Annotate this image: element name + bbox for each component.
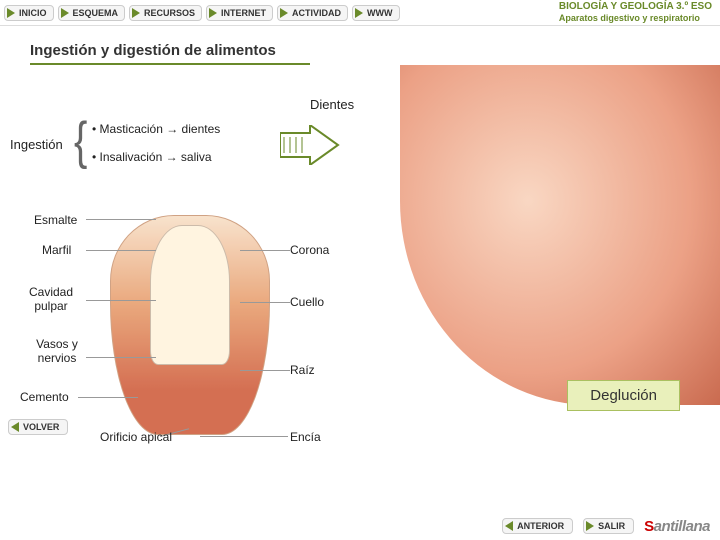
anterior-button[interactable]: ANTERIOR xyxy=(502,518,573,534)
bullet-masticacion: • Masticación → dientes xyxy=(92,122,220,136)
top-nav: INICIO ESQUEMA RECURSOS INTERNET ACTIVID… xyxy=(0,0,720,26)
nav-label: WWW xyxy=(367,8,392,18)
leader-line xyxy=(240,302,290,303)
nav-inicio[interactable]: INICIO xyxy=(4,5,54,21)
leader-line xyxy=(78,397,138,398)
nav-label: INICIO xyxy=(19,8,47,18)
label-corona: Corona xyxy=(290,243,329,257)
content-area: Dientes Ingestión { • Masticación → dien… xyxy=(0,65,720,535)
header-title: BIOLOGÍA Y GEOLOGÍA 3.º ESO Aparatos dig… xyxy=(559,1,720,24)
play-icon xyxy=(132,8,140,18)
play-icon xyxy=(61,8,69,18)
play-icon xyxy=(209,8,217,18)
nav-www[interactable]: WWW xyxy=(352,5,399,21)
bottom-bar: ANTERIOR SALIR Santillana xyxy=(0,512,720,540)
arrow-right-icon xyxy=(586,521,594,531)
deglucion-box: Deglución xyxy=(567,380,680,411)
santillana-logo: Santillana xyxy=(644,518,710,535)
green-arrow-icon xyxy=(280,125,340,165)
tooth-enamel-image xyxy=(150,225,230,365)
label-cemento: Cemento xyxy=(20,390,69,404)
nav-recursos[interactable]: RECURSOS xyxy=(129,5,202,21)
header-line1: BIOLOGÍA Y GEOLOGÍA 3.º ESO xyxy=(559,1,712,13)
nav-esquema[interactable]: ESQUEMA xyxy=(58,5,126,21)
leader-line xyxy=(240,370,290,371)
section-title: Ingestión y digestión de alimentos xyxy=(30,38,310,65)
nav-label: ACTIVIDAD xyxy=(292,8,341,18)
play-icon xyxy=(355,8,363,18)
label-raiz: Raíz xyxy=(290,363,315,377)
salir-label: SALIR xyxy=(598,521,625,531)
leader-line xyxy=(200,436,288,437)
label-encia: Encía xyxy=(290,430,321,444)
nav-label: ESQUEMA xyxy=(73,8,119,18)
volver-button[interactable]: VOLVER xyxy=(8,419,68,435)
label-cuello: Cuello xyxy=(290,295,324,309)
label-cavidad: Cavidad pulpar xyxy=(16,285,86,313)
label-esmalte: Esmalte xyxy=(34,213,77,227)
bullet-insalivacion: • Insalivación → saliva xyxy=(92,150,212,164)
leader-line xyxy=(240,250,290,251)
nav-label: INTERNET xyxy=(221,8,266,18)
label-dientes: Dientes xyxy=(310,97,354,112)
arrow-left-icon xyxy=(505,521,513,531)
label-orificio: Orificio apical xyxy=(100,430,172,444)
brace-icon: { xyxy=(74,112,87,171)
label-vasos: Vasos y nervios xyxy=(22,337,92,365)
label-ingestion: Ingestión xyxy=(10,137,63,152)
nav-actividad[interactable]: ACTIVIDAD xyxy=(277,5,348,21)
leader-line xyxy=(86,219,156,220)
header-line2: Aparatos digestivo y respiratorio xyxy=(559,13,712,24)
leader-line xyxy=(86,300,156,301)
salir-button[interactable]: SALIR xyxy=(583,518,634,534)
arrow-left-icon xyxy=(11,422,19,432)
play-icon xyxy=(280,8,288,18)
nav-internet[interactable]: INTERNET xyxy=(206,5,273,21)
leader-line xyxy=(86,357,156,358)
head-anatomy-image xyxy=(400,65,720,405)
anterior-label: ANTERIOR xyxy=(517,521,564,531)
play-icon xyxy=(7,8,15,18)
label-marfil: Marfil xyxy=(42,243,71,257)
logo-text: antillana xyxy=(654,518,710,535)
leader-line xyxy=(86,250,156,251)
volver-label: VOLVER xyxy=(23,422,59,432)
nav-label: RECURSOS xyxy=(144,8,195,18)
